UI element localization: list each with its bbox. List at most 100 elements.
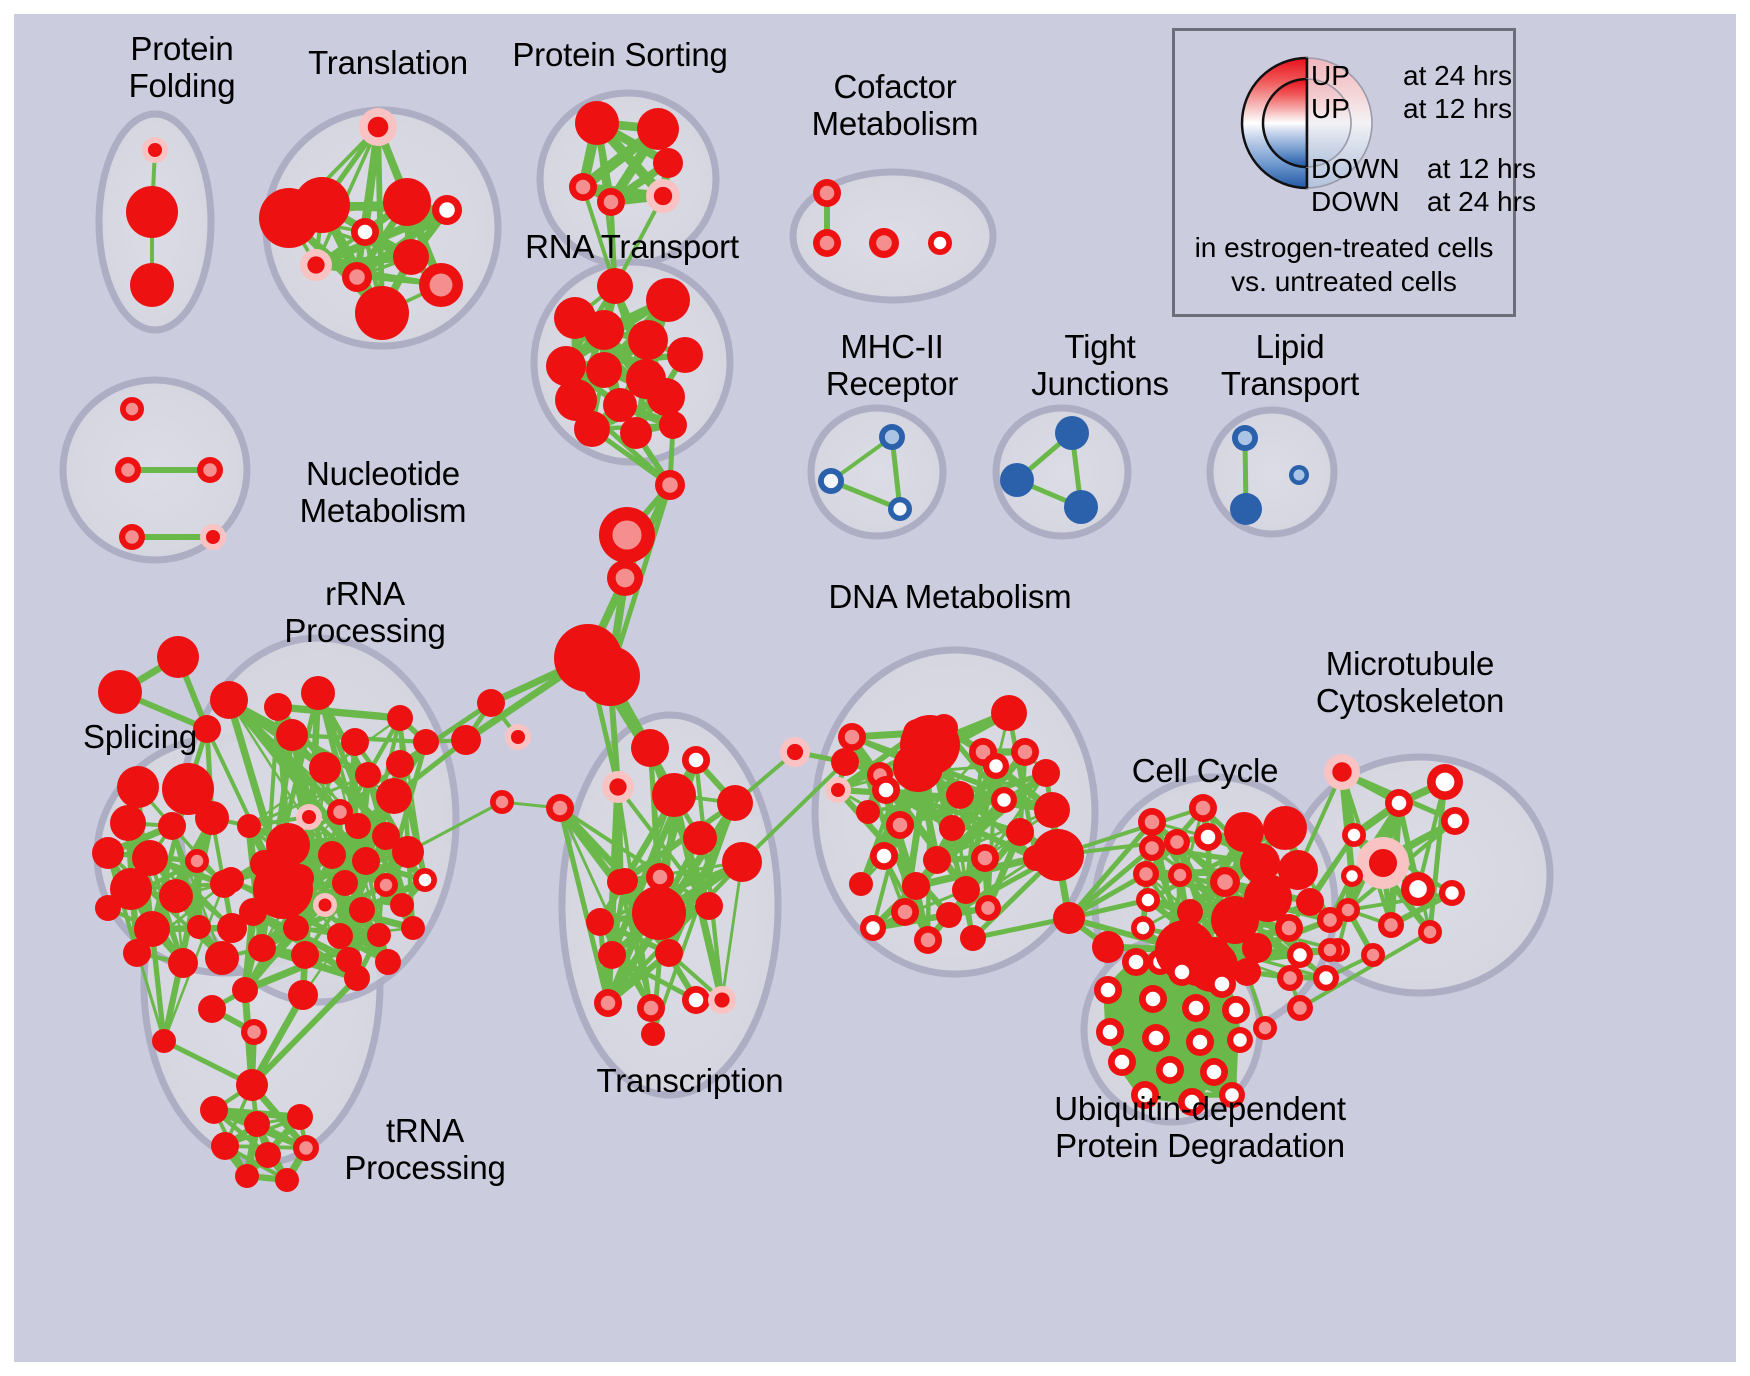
network-node[interactable] — [631, 729, 669, 767]
network-node[interactable] — [355, 286, 409, 340]
network-node[interactable] — [1439, 880, 1465, 906]
network-node[interactable] — [1232, 425, 1258, 451]
network-node[interactable] — [1385, 789, 1413, 817]
network-node[interactable] — [241, 1019, 267, 1045]
network-node[interactable] — [975, 895, 1001, 921]
network-node[interactable] — [586, 908, 614, 936]
network-node[interactable] — [327, 923, 353, 949]
network-node[interactable] — [117, 766, 159, 808]
network-node[interactable] — [244, 1111, 270, 1137]
network-node[interactable] — [1378, 912, 1404, 938]
network-node[interactable] — [869, 228, 899, 258]
network-node[interactable] — [392, 836, 424, 868]
network-node[interactable] — [655, 939, 683, 967]
network-node[interactable] — [1108, 1048, 1136, 1076]
network-node[interactable] — [597, 188, 625, 216]
network-node[interactable] — [218, 867, 244, 893]
network-node[interactable] — [813, 179, 841, 207]
network-node[interactable] — [936, 902, 962, 928]
network-node[interactable] — [872, 776, 900, 804]
network-node[interactable] — [158, 812, 186, 840]
network-node[interactable] — [413, 729, 439, 755]
network-node[interactable] — [110, 868, 152, 910]
network-node[interactable] — [569, 173, 597, 201]
network-node[interactable] — [1011, 738, 1039, 766]
network-node[interactable] — [1287, 995, 1313, 1021]
network-node[interactable] — [580, 646, 640, 706]
network-node[interactable] — [1200, 1058, 1228, 1086]
network-node[interactable] — [264, 693, 292, 721]
network-node[interactable] — [602, 771, 634, 803]
network-node[interactable] — [1055, 416, 1089, 450]
network-node[interactable] — [1006, 818, 1034, 846]
network-node[interactable] — [856, 800, 880, 824]
network-node[interactable] — [546, 794, 574, 822]
network-node[interactable] — [1177, 899, 1203, 925]
network-node[interactable] — [211, 1132, 239, 1160]
network-node[interactable] — [390, 893, 414, 917]
network-node[interactable] — [946, 781, 974, 809]
network-node[interactable] — [1222, 996, 1250, 1024]
network-node[interactable] — [1361, 943, 1385, 967]
network-node[interactable] — [159, 879, 193, 913]
network-node[interactable] — [110, 805, 146, 841]
network-node[interactable] — [655, 470, 685, 500]
network-node[interactable] — [1094, 976, 1122, 1004]
network-node[interactable] — [1287, 942, 1313, 968]
network-node[interactable] — [599, 507, 655, 563]
network-node[interactable] — [902, 872, 930, 900]
network-node[interactable] — [607, 560, 643, 596]
network-node[interactable] — [575, 101, 619, 145]
network-node[interactable] — [574, 411, 610, 447]
network-node[interactable] — [283, 915, 309, 941]
network-node[interactable] — [928, 231, 952, 255]
network-node[interactable] — [1131, 916, 1155, 940]
network-node[interactable] — [1441, 807, 1469, 835]
network-node[interactable] — [1131, 1081, 1159, 1109]
network-node[interactable] — [1296, 888, 1324, 916]
network-node[interactable] — [923, 846, 951, 874]
network-node[interactable] — [1053, 902, 1085, 934]
network-node[interactable] — [275, 1168, 299, 1192]
network-node[interactable] — [1211, 896, 1259, 944]
network-node[interactable] — [205, 941, 239, 975]
network-node[interactable] — [632, 886, 686, 940]
network-node[interactable] — [301, 676, 335, 710]
network-node[interactable] — [200, 524, 226, 550]
network-node[interactable] — [332, 870, 358, 896]
network-node[interactable] — [393, 239, 429, 275]
network-node[interactable] — [860, 915, 886, 941]
network-node[interactable] — [1194, 823, 1222, 851]
network-node[interactable] — [641, 1022, 665, 1046]
network-node[interactable] — [193, 715, 221, 743]
network-node[interactable] — [195, 801, 229, 835]
network-node[interactable] — [1277, 965, 1303, 991]
network-node[interactable] — [387, 705, 413, 731]
network-node[interactable] — [419, 263, 463, 307]
network-node[interactable] — [1427, 764, 1463, 800]
network-node[interactable] — [1210, 867, 1240, 897]
network-node[interactable] — [1133, 861, 1159, 887]
network-node[interactable] — [1230, 493, 1262, 525]
network-node[interactable] — [130, 263, 174, 307]
network-node[interactable] — [1219, 1082, 1245, 1108]
network-node[interactable] — [1208, 970, 1236, 998]
network-node[interactable] — [646, 278, 690, 322]
network-node[interactable] — [1136, 888, 1160, 912]
network-node[interactable] — [197, 457, 223, 483]
network-node[interactable] — [345, 813, 371, 839]
network-node[interactable] — [92, 837, 124, 869]
network-node[interactable] — [1317, 907, 1343, 933]
network-node[interactable] — [555, 379, 597, 421]
network-node[interactable] — [1186, 1028, 1214, 1056]
network-node[interactable] — [637, 108, 679, 150]
network-node[interactable] — [1224, 812, 1264, 852]
network-node[interactable] — [217, 913, 247, 943]
network-node[interactable] — [352, 847, 380, 875]
network-node[interactable] — [1418, 920, 1442, 944]
network-node[interactable] — [620, 417, 652, 449]
network-node[interactable] — [1357, 837, 1409, 889]
network-node[interactable] — [879, 424, 905, 450]
network-node[interactable] — [288, 980, 318, 1010]
network-node[interactable] — [628, 320, 668, 360]
